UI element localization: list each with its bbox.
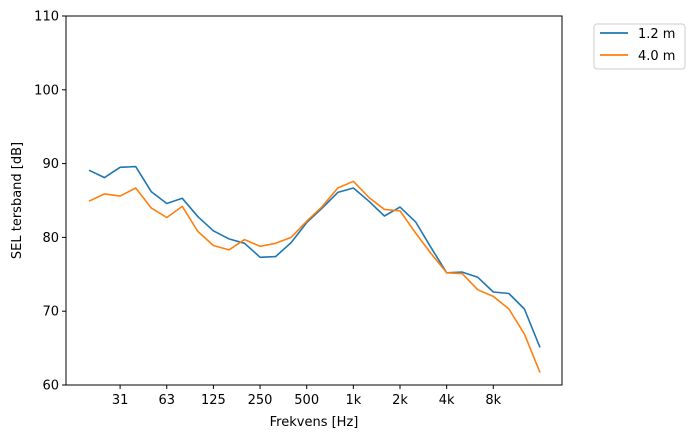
plot-lines: [88, 165, 541, 373]
x-tick-label: 250: [248, 393, 273, 408]
plot-frame: [65, 15, 563, 386]
y-tick-label: 100: [34, 83, 59, 98]
x-tick-label: 2k: [392, 393, 408, 408]
y-tick-label: 90: [42, 157, 59, 172]
x-tick-label: 4k: [439, 393, 455, 408]
y-tick-label: 110: [34, 10, 59, 25]
y-axis: 60 70 80 90 100 110: [34, 10, 66, 394]
y-axis-label: SEL tersband [dB]: [10, 142, 25, 259]
x-tick-label: 500: [294, 393, 319, 408]
y-tick-label: 80: [42, 231, 59, 246]
legend: 1.2 m 4.0 m: [593, 23, 686, 70]
series-line-2: [88, 180, 541, 373]
x-axis: 31 63 125 250 500 1k 2k 4k 8k: [112, 385, 502, 408]
series-line-1: [88, 165, 541, 348]
legend-label: 1.2 m: [638, 27, 675, 42]
y-tick-label: 60: [42, 379, 59, 394]
x-tick-label: 31: [112, 393, 129, 408]
x-tick-label: 125: [201, 393, 226, 408]
y-tick-label: 70: [42, 305, 59, 320]
legend-label: 4.0 m: [638, 49, 675, 64]
x-tick-label: 63: [158, 393, 175, 408]
x-tick-label: 1k: [345, 393, 361, 408]
x-axis-label: Frekvens [Hz]: [270, 415, 359, 430]
legend-box: [593, 23, 686, 70]
x-tick-label: 8k: [485, 393, 501, 408]
